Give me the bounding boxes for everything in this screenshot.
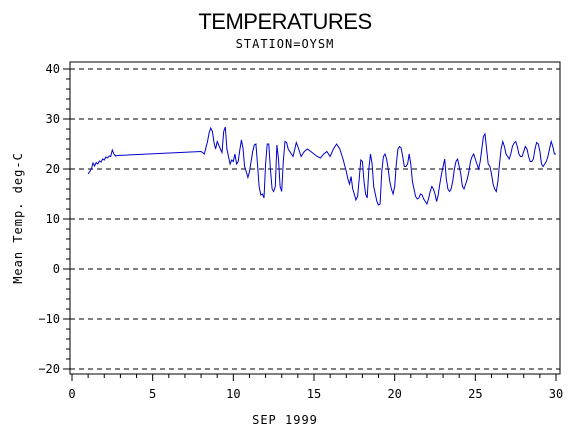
x-tick-label: 25 xyxy=(468,387,482,401)
y-tick-label: 0 xyxy=(53,262,60,276)
y-tick-label: −20 xyxy=(38,362,60,376)
gridlines xyxy=(70,68,560,370)
y-tick-label: 10 xyxy=(46,212,60,226)
y-tick-label: −10 xyxy=(38,312,60,326)
series-line xyxy=(87,126,556,206)
y-tick-label: 20 xyxy=(46,162,60,176)
plot-frame xyxy=(69,61,561,375)
x-tick-label: 30 xyxy=(549,387,563,401)
x-tick-label: 15 xyxy=(307,387,321,401)
x-tick-label: 0 xyxy=(68,387,75,401)
x-tick-label: 10 xyxy=(226,387,240,401)
y-axis-label: Mean Temp. deg-C xyxy=(11,152,25,284)
y-tick-label: 40 xyxy=(46,62,60,76)
x-tick-label: 5 xyxy=(149,387,156,401)
chart-subtitle: STATION=OYSM xyxy=(236,37,335,51)
x-axis-label: SEP 1999 xyxy=(252,413,318,427)
x-axis: 0 5 10 15 20 25 30 xyxy=(68,374,563,401)
x-tick-label: 20 xyxy=(387,387,401,401)
y-axis: −20 −10 0 10 20 30 40 xyxy=(38,62,70,376)
y-tick-label: 30 xyxy=(46,112,60,126)
chart-title: TEMPERATURES xyxy=(198,9,371,34)
